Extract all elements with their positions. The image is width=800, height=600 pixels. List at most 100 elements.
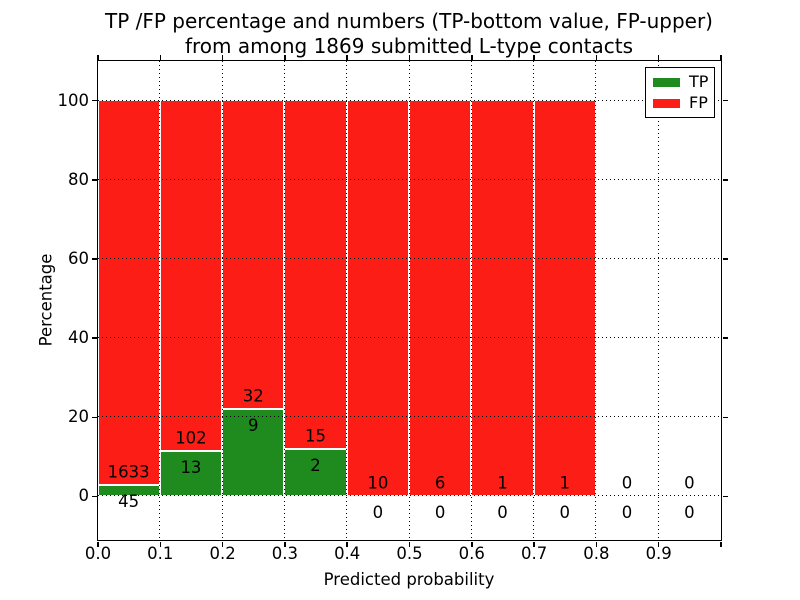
fp-count-label: 102 <box>175 428 207 448</box>
legend-item-tp: TP <box>653 72 709 91</box>
fp-bar-segment <box>346 100 409 496</box>
x-tick-label: 0.7 <box>520 544 548 563</box>
gridline-horizontal <box>97 99 721 101</box>
gridline-vertical <box>283 60 285 540</box>
x-tick-label: 0.1 <box>147 544 174 563</box>
tp-bar-segment <box>284 449 347 496</box>
x-tick-mark-top <box>97 54 99 60</box>
gridline-vertical <box>346 60 348 540</box>
x-tick-label: 0.8 <box>583 544 610 563</box>
y-tick-mark <box>91 495 97 498</box>
x-tick-mark-top <box>471 54 473 60</box>
y-tick-mark-right <box>722 258 728 260</box>
x-axis-label: Predicted probability <box>323 570 495 589</box>
x-tick-mark-top <box>284 54 286 60</box>
x-tick-label: 0.0 <box>84 544 112 563</box>
chart-title-line1: TP /FP percentage and numbers (TP-bottom… <box>105 9 713 33</box>
fp-bar-segment <box>97 100 160 486</box>
y-tick-label: 0 <box>78 486 90 506</box>
x-tick-mark-top <box>720 54 722 60</box>
fp-bar-segment <box>284 100 347 450</box>
y-tick-label: 80 <box>68 169 89 189</box>
y-tick-mark <box>91 337 97 339</box>
y-tick-mark <box>91 258 97 260</box>
tp-count-label: 0 <box>434 502 446 522</box>
chart-title: TP /FP percentage and numbers (TP-bottom… <box>96 9 722 59</box>
fp-bar-segment <box>222 100 285 410</box>
x-tick-mark-top <box>346 54 348 60</box>
fp-bar-segment <box>159 100 223 452</box>
y-tick-mark-right <box>722 99 728 102</box>
tp-count-label: 0 <box>559 502 571 522</box>
x-tick-mark <box>221 541 224 547</box>
x-tick-mark-top <box>408 54 411 60</box>
y-tick-label: 60 <box>68 248 89 268</box>
x-tick-mark <box>595 541 598 547</box>
tp-count-label: 45 <box>118 492 140 512</box>
y-tick-mark <box>91 416 97 419</box>
fp-bar-segment <box>409 100 472 496</box>
tp-legend-label: TP <box>689 72 709 91</box>
y-tick-mark-right <box>722 416 728 419</box>
fp-bar-segment <box>471 100 534 496</box>
y-axis-label: Percentage <box>36 253 56 347</box>
y-tick-mark-right <box>722 179 728 181</box>
gridline-vertical <box>595 60 597 540</box>
tp-count-label: 0 <box>621 502 633 522</box>
gridline-vertical <box>408 60 410 540</box>
gridline-horizontal <box>97 257 721 259</box>
fp-count-label: 1633 <box>107 463 150 483</box>
x-tick-mark <box>720 541 722 547</box>
y-tick-mark <box>91 179 97 181</box>
x-tick-mark <box>657 541 660 547</box>
x-tick-mark-top <box>657 54 660 60</box>
fp-count-label: 6 <box>434 473 446 493</box>
tp-count-label: 0 <box>497 502 508 522</box>
gridline-horizontal <box>97 337 721 339</box>
tp-count-label: 2 <box>310 456 321 476</box>
gridline-horizontal <box>97 416 721 418</box>
y-tick-label: 20 <box>68 407 89 427</box>
fp-count-label: 0 <box>621 473 633 493</box>
fp-legend-label: FP <box>689 93 708 112</box>
tp-bar-segment <box>222 409 285 496</box>
legend-item-fp: FP <box>653 93 708 112</box>
x-tick-label: 0.3 <box>271 544 299 563</box>
x-tick-mark <box>346 541 348 547</box>
fp-legend-swatch <box>653 98 680 108</box>
tp-count-label: 0 <box>372 502 384 522</box>
chart-title-line2: from among 1869 submitted L-type contact… <box>184 34 634 58</box>
x-tick-label: 0.6 <box>458 544 485 563</box>
legend: TP FP <box>645 67 715 118</box>
gridline-horizontal <box>97 495 721 497</box>
gridline-horizontal <box>97 178 721 180</box>
x-tick-mark <box>408 541 411 547</box>
x-tick-mark-top <box>221 54 224 60</box>
x-tick-mark <box>284 541 286 547</box>
gridline-vertical <box>159 60 161 540</box>
tp-count-label: 0 <box>684 502 695 522</box>
x-tick-mark <box>159 541 162 547</box>
gridline-vertical <box>533 60 535 540</box>
fp-count-label: 0 <box>684 473 695 493</box>
x-tick-label: 0.5 <box>396 544 423 563</box>
y-tick-label: 40 <box>68 328 89 348</box>
x-tick-mark-top <box>533 54 535 60</box>
x-tick-label: 0.2 <box>209 544 236 563</box>
x-tick-label: 0.9 <box>645 544 672 563</box>
y-tick-mark-right <box>722 495 728 498</box>
x-tick-mark-top <box>159 54 162 60</box>
x-tick-label: 0.4 <box>334 544 361 563</box>
fp-count-label: 32 <box>242 386 264 406</box>
plot-area: 1633 45 102 13 32 9 15 2 10 0 6 0 1 0 1 0 0 0 0 0 <box>96 59 722 541</box>
gridline-vertical <box>657 60 659 540</box>
fp-bar-segment <box>533 100 596 496</box>
fp-count-label: 1 <box>497 473 508 493</box>
tp-count-label: 9 <box>248 415 259 435</box>
gridline-vertical <box>221 60 223 540</box>
fp-count-label: 15 <box>305 427 327 447</box>
fp-count-label: 1 <box>559 473 571 493</box>
y-tick-mark-right <box>722 337 728 339</box>
fp-count-label: 10 <box>367 473 389 493</box>
